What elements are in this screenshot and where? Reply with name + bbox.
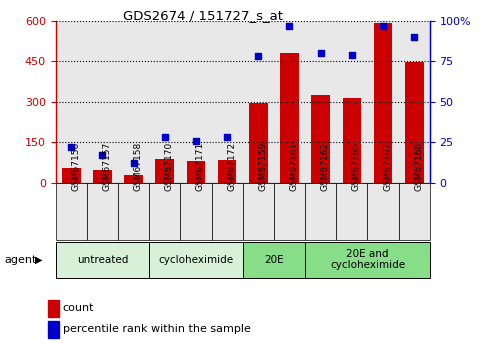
Point (255, 53, 262, 59)
Bar (93, 170, 112, 183)
Text: GSM67165: GSM67165 (352, 142, 361, 191)
Bar (124, 175, 143, 183)
Bar (212, 183, 242, 240)
Text: GDS2674 / 151727_s_at: GDS2674 / 151727_s_at (123, 9, 283, 22)
Bar (87, 183, 118, 240)
Bar (280, 53, 299, 183)
Bar (405, 62, 424, 183)
Bar (342, 98, 361, 183)
Text: ▶: ▶ (35, 255, 43, 265)
Text: GSM67170: GSM67170 (165, 142, 174, 191)
Bar (242, 183, 274, 240)
Bar (305, 183, 336, 240)
Bar (118, 183, 149, 240)
Text: 20E: 20E (264, 255, 284, 265)
Bar (156, 159, 174, 183)
Text: GSM67168: GSM67168 (414, 142, 423, 191)
Point (67, 145, 75, 150)
Bar (62, 168, 81, 183)
Bar (374, 23, 392, 183)
Bar (48, 321, 58, 338)
Point (99, 152, 106, 158)
Bar (274, 183, 305, 240)
Point (223, 135, 231, 140)
Text: GSM67172: GSM67172 (227, 142, 236, 191)
Text: GSM67171: GSM67171 (196, 142, 205, 191)
Bar (305, 241, 430, 278)
Bar (180, 183, 212, 240)
Text: agent: agent (5, 255, 37, 265)
Bar (218, 160, 237, 183)
Point (411, 34, 418, 40)
Text: GSM67159: GSM67159 (258, 142, 267, 191)
Point (317, 50, 325, 56)
Text: GSM67162: GSM67162 (321, 142, 330, 191)
Bar (398, 183, 430, 240)
Point (379, 23, 387, 28)
Bar (56, 241, 149, 278)
Bar (336, 183, 368, 240)
Bar (149, 183, 180, 240)
Text: GSM67161: GSM67161 (289, 142, 298, 191)
Point (348, 52, 356, 58)
Text: percentile rank within the sample: percentile rank within the sample (63, 324, 251, 334)
Point (192, 138, 200, 144)
Bar (149, 241, 242, 278)
Text: GSM67156: GSM67156 (71, 142, 80, 191)
Text: 20E and
cycloheximide: 20E and cycloheximide (330, 249, 405, 270)
Text: GSM67167: GSM67167 (383, 142, 392, 191)
Point (285, 23, 293, 28)
Point (161, 135, 169, 140)
Bar (368, 183, 398, 240)
Point (129, 161, 137, 166)
Text: GSM67157: GSM67157 (102, 142, 112, 191)
Text: count: count (63, 303, 94, 313)
Text: cycloheximide: cycloheximide (158, 255, 233, 265)
Text: untreated: untreated (77, 255, 128, 265)
Bar (56, 183, 87, 240)
Bar (186, 161, 205, 183)
Text: GSM67158: GSM67158 (133, 142, 142, 191)
Bar (48, 300, 58, 317)
Bar (312, 95, 330, 183)
Bar (242, 241, 305, 278)
Bar (249, 103, 268, 183)
